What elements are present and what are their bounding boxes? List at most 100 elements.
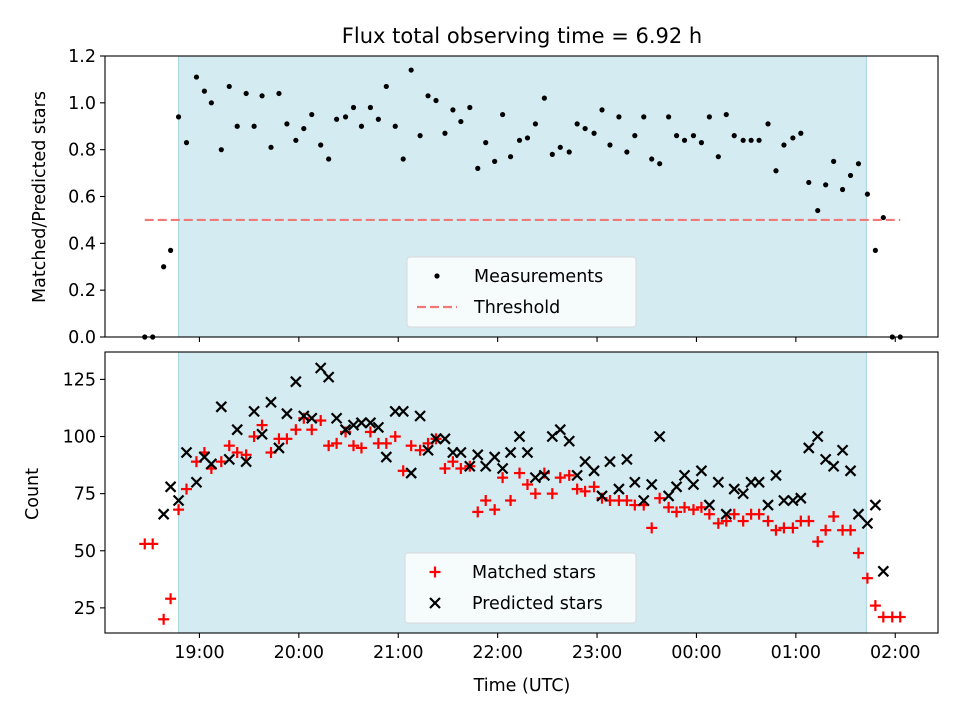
predicted-star-point	[347, 419, 360, 431]
predicted-star-point	[753, 476, 765, 488]
predicted-star-stroke-b	[397, 405, 409, 418]
predicted-star-stroke-b	[322, 371, 335, 383]
measurement-point	[740, 137, 746, 143]
matched-star-point	[546, 488, 558, 500]
predicted-star-point	[695, 465, 708, 477]
predicted-star-point	[265, 396, 277, 409]
measurement-point	[492, 158, 498, 164]
measurement-point	[516, 137, 523, 143]
predicted-star-point	[364, 417, 377, 429]
predicted-star-stroke-b	[819, 453, 832, 466]
measurement-point	[208, 100, 214, 106]
measurement-point	[318, 142, 324, 148]
predicted-star-point	[852, 508, 865, 520]
predicted-star-point	[496, 462, 509, 475]
predicted-star-stroke-b	[645, 478, 658, 491]
predicted-star-point	[579, 455, 591, 468]
predicted-star-point	[513, 430, 526, 443]
predicted-star-stroke-b	[513, 430, 526, 443]
legend-dot-marker	[434, 273, 440, 279]
matched-star-point	[845, 524, 857, 536]
matched-star-point	[397, 465, 409, 477]
y-tick-label: 1.2	[68, 47, 96, 67]
matched-star-point	[147, 538, 159, 550]
predicted-star-stroke-b	[405, 467, 417, 479]
predicted-star-stroke-b	[629, 476, 641, 488]
matched-star-point	[762, 515, 774, 527]
measurement-point	[400, 156, 406, 162]
predicted-star-point	[314, 362, 327, 374]
predicted-star-point	[414, 410, 426, 422]
predicted-star-point	[571, 469, 583, 482]
matched-star-point	[703, 508, 715, 520]
predicted-star-stroke-b	[198, 451, 211, 463]
predicted-star-stroke-b	[563, 435, 575, 447]
legend-label: Predicted stars	[472, 594, 603, 614]
matched-star-point	[695, 501, 707, 513]
predicted-star-stroke-b	[795, 492, 807, 504]
measurement-point	[467, 104, 473, 111]
predicted-star-point	[372, 421, 385, 434]
y-tick-label: 125	[63, 370, 96, 390]
predicted-star-point	[471, 449, 484, 461]
matched-star-point	[728, 508, 740, 520]
measurement-point	[616, 114, 622, 120]
predicted-star-stroke-b	[488, 451, 501, 463]
matched-star-point	[663, 501, 675, 513]
measurement-point	[458, 118, 464, 125]
measurement-point	[201, 88, 208, 94]
matched-star-point	[380, 437, 392, 449]
matched-star-point	[290, 424, 302, 436]
predicted-star-point	[504, 446, 517, 459]
measurement-point	[723, 111, 729, 118]
measurement-point	[649, 156, 655, 162]
matched-star-point	[571, 483, 583, 495]
measurement-point	[193, 74, 200, 80]
predicted-star-stroke-b	[653, 430, 666, 443]
predicted-star-stroke-b	[787, 494, 799, 507]
matched-star-point	[770, 524, 782, 536]
legend-label: Threshold	[473, 298, 560, 318]
measurement-point	[698, 140, 705, 146]
predicted-star-stroke-b	[662, 490, 675, 502]
predicted-star-point	[290, 375, 302, 388]
predicted-star-point	[256, 428, 268, 441]
measurement-point	[483, 140, 489, 146]
predicted-star-point	[687, 478, 700, 491]
measurement-point	[855, 161, 862, 167]
matched-star-point	[248, 431, 260, 443]
predicted-star-point	[662, 490, 675, 502]
predicted-star-stroke-b	[571, 469, 583, 482]
matched-star-point	[505, 494, 517, 506]
predicted-star-point	[629, 476, 641, 488]
measurement-point	[442, 130, 448, 136]
predicted-star-stroke-b	[364, 417, 377, 429]
bottom-panel-counts: 25 50 75 100 125 19:00 20:00 21:00 22:00 23:00 00:…	[63, 351, 939, 663]
matched-star-point	[306, 424, 318, 436]
predicted-star-point	[190, 476, 203, 488]
matched-star-point	[579, 485, 591, 497]
predicted-star-stroke-b	[811, 430, 824, 443]
matched-star-point	[787, 522, 799, 534]
matched-star-point	[355, 442, 367, 454]
predicted-star-point	[355, 417, 368, 429]
matched-star-point	[671, 506, 683, 518]
predicted-star-stroke-b	[753, 476, 765, 488]
measurement-point	[806, 179, 812, 186]
matched-star-point	[712, 517, 724, 529]
predicted-star-stroke-b	[802, 442, 815, 454]
matched-star-point	[497, 472, 509, 484]
predicted-star-point	[554, 423, 567, 436]
predicted-star-stroke-b	[281, 407, 293, 420]
matched-star-point	[215, 456, 227, 468]
predicted-star-point	[563, 435, 575, 447]
predicted-star-stroke-b	[355, 417, 368, 429]
matched-star-point	[828, 510, 840, 522]
predicted-star-stroke-b	[827, 460, 840, 473]
predicted-star-point	[430, 433, 442, 445]
predicted-star-stroke-b	[538, 469, 551, 482]
predicted-star-stroke-b	[521, 446, 534, 459]
measurement-point	[507, 154, 514, 160]
y-tick-label: 25	[74, 599, 96, 619]
x-axis-label: Time (UTC)	[473, 676, 571, 696]
